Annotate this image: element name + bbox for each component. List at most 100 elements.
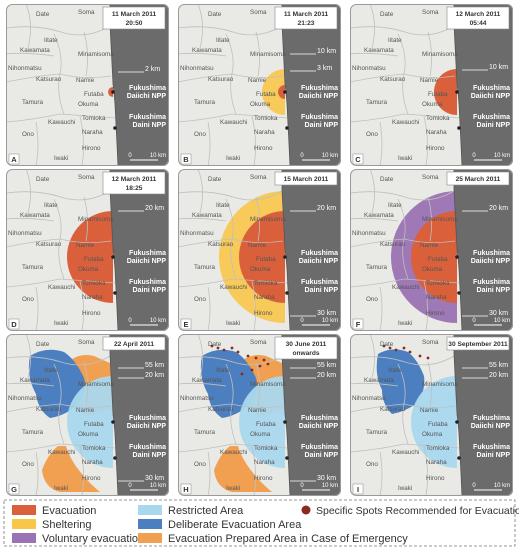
place-kawauchi: Kawauchi — [48, 449, 75, 456]
coastline — [453, 4, 463, 166]
daiichi-label-1: Fukushima — [473, 250, 510, 257]
place-tomioka: Tomioka — [254, 280, 278, 287]
hotspot-marker — [266, 362, 270, 366]
daini-npp-marker — [113, 456, 117, 460]
legend-deliberate-swatch — [138, 519, 162, 529]
place-futaba: Futaba — [256, 91, 276, 98]
legend-hotspot-dot — [301, 505, 311, 515]
daini-label-1: Fukushima — [301, 279, 338, 286]
municipal-boundaries — [178, 334, 289, 496]
daiichi-label-1: Fukushima — [473, 415, 510, 422]
panel-letter: D — [11, 320, 17, 329]
legend-sheltering-label: Sheltering — [42, 519, 92, 531]
scale-bar: 0 10 km — [128, 318, 166, 326]
place-futaba: Futaba — [84, 91, 104, 98]
place-katsurao: Katsurao — [380, 241, 406, 248]
evacuation-3km-zone — [278, 85, 285, 99]
distance-d20-label: 20 km — [489, 372, 508, 379]
panel-letter-box — [352, 318, 364, 330]
legend-sheltering-swatch — [12, 519, 36, 529]
place-katsurao: Katsurao — [36, 241, 62, 248]
place-futaba: Futaba — [256, 421, 276, 428]
time-label: 20:50 — [126, 20, 143, 27]
daini-npp-marker — [113, 291, 117, 295]
place-namie: Namie — [420, 242, 439, 249]
daiichi-npp-marker — [111, 420, 115, 424]
legend-restricted-swatch — [138, 505, 162, 515]
legend: Evacuation Sheltering Voluntary evacuati… — [3, 499, 519, 547]
hotspot-marker — [216, 346, 220, 350]
place-tamura: Tamura — [22, 429, 43, 436]
time-label: onwards — [292, 350, 319, 357]
place-futaba: Futaba — [428, 91, 448, 98]
place-hirono: Hirono — [82, 145, 101, 152]
daiichi-npp-marker — [283, 420, 287, 424]
place-nihonmatsu: Nihonmatsu — [352, 230, 386, 237]
scale-bar: 0 10 km — [300, 153, 338, 161]
panel-i: Date Soma Iitate Kawamata Minamisoma Nihonmat… — [350, 334, 513, 496]
daiichi-npp-marker — [455, 420, 459, 424]
place-date: Date — [36, 11, 50, 18]
scale-zero: 0 — [300, 318, 304, 324]
place-hirono: Hirono — [82, 310, 101, 317]
place-iitate: Iitate — [216, 367, 230, 374]
place-naraha: Naraha — [254, 459, 275, 466]
place-nihonmatsu: Nihonmatsu — [8, 395, 42, 402]
place-naraha: Naraha — [82, 294, 103, 301]
distance-d10-label: 10 km — [317, 48, 336, 55]
daini-npp-marker — [457, 291, 461, 295]
daiichi-npp-marker — [111, 90, 115, 94]
place-minamisoma: Minamisoma — [250, 51, 286, 58]
place-naraha: Naraha — [254, 294, 275, 301]
legend-prepared-label: Evacuation Prepared Area in Case of Emer… — [168, 533, 408, 545]
daini-label-1: Fukushima — [473, 114, 510, 121]
panel-letter-box — [352, 153, 364, 165]
scale-ten: 10 km — [494, 483, 510, 489]
place-nihonmatsu: Nihonmatsu — [8, 230, 42, 237]
place-iwaki: Iwaki — [54, 155, 68, 162]
scale-zero: 0 — [128, 318, 132, 324]
place-ono: Ono — [194, 131, 206, 138]
distance-d20-label: 20 km — [317, 205, 336, 212]
place-namie: Namie — [420, 77, 439, 84]
place-naraha: Naraha — [426, 129, 447, 136]
place-minamisoma: Minamisoma — [422, 381, 458, 388]
panel-letter: F — [356, 320, 361, 329]
place-date: Date — [36, 176, 50, 183]
panel-a: Date Soma Iitate Kawamata Minamisoma Nihonmat… — [6, 4, 169, 166]
scale-ten: 10 km — [322, 483, 338, 489]
place-nihonmatsu: Nihonmatsu — [180, 395, 214, 402]
place-nihonmatsu: Nihonmatsu — [180, 65, 214, 72]
date-box: 30 September 2011 — [446, 336, 510, 351]
deliberate-area — [200, 349, 257, 418]
distance-d20-label: 20 km — [145, 205, 164, 212]
daiichi-label-1: Fukushima — [129, 415, 166, 422]
daiichi-npp-marker — [455, 90, 459, 94]
daiichi-npp-marker — [283, 90, 287, 94]
place-namie: Namie — [76, 77, 95, 84]
daiichi-label-2: Daiichi NPP — [471, 423, 511, 430]
place-hirono: Hirono — [426, 145, 445, 152]
place-nihonmatsu: Nihonmatsu — [180, 230, 214, 237]
daiichi-label-2: Daiichi NPP — [127, 93, 167, 100]
place-minamisoma: Minamisoma — [250, 216, 286, 223]
place-hirono: Hirono — [254, 145, 273, 152]
panel-letter: H — [183, 485, 188, 494]
legend-frame — [3, 499, 516, 547]
place-date: Date — [208, 11, 222, 18]
hotspot-marker — [254, 356, 258, 360]
date-label: 15 March 2011 — [284, 176, 329, 183]
time-label: 05:44 — [470, 20, 487, 27]
panel-f: Date Soma Iitate Kawamata Minamisoma Nihonmat… — [350, 169, 513, 331]
sea — [110, 169, 169, 331]
panel-frame — [6, 4, 169, 166]
daini-label-1: Fukushima — [129, 279, 166, 286]
daiichi-label-1: Fukushima — [129, 85, 166, 92]
place-iitate: Iitate — [44, 367, 58, 374]
place-futaba: Futaba — [256, 256, 276, 263]
daiichi-label-1: Fukushima — [301, 85, 338, 92]
scale-bar: 0 10 km — [472, 318, 510, 326]
scale-ten: 10 km — [322, 153, 338, 159]
sea — [454, 334, 513, 496]
